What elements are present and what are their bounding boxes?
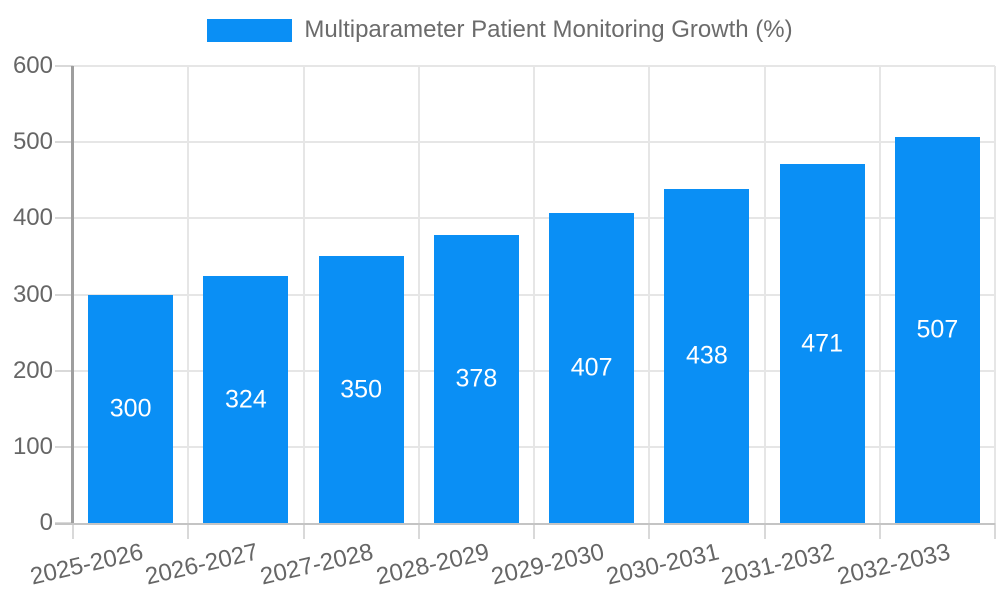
y-tick-label: 500 xyxy=(12,128,53,156)
gridline-vertical xyxy=(417,66,420,523)
bar-value-label: 438 xyxy=(686,341,728,370)
legend-label: Multiparameter Patient Monitoring Growth… xyxy=(304,16,793,43)
y-tick-mark xyxy=(55,141,73,144)
x-tick-mark xyxy=(878,523,881,539)
x-tick-mark xyxy=(72,523,74,539)
y-tick-label: 100 xyxy=(12,432,53,460)
x-tick-label: 2025-2026 xyxy=(27,538,146,591)
gridline-vertical xyxy=(763,66,766,523)
x-tick-label: 2030-2031 xyxy=(603,538,722,591)
x-tick-label: 2026-2027 xyxy=(142,538,261,591)
bar[interactable] xyxy=(88,294,174,523)
y-tick-label: 400 xyxy=(12,204,53,232)
bar[interactable] xyxy=(203,276,289,523)
y-tick-mark xyxy=(55,65,73,67)
bar[interactable] xyxy=(549,213,635,523)
bar-value-label: 378 xyxy=(455,364,498,393)
y-tick-label: 300 xyxy=(12,280,53,308)
x-tick-mark xyxy=(302,523,305,539)
gridline-vertical xyxy=(648,66,651,523)
x-tick-label: 2032-2033 xyxy=(834,538,953,591)
y-tick-label: 200 xyxy=(12,356,53,384)
bar[interactable] xyxy=(433,235,519,523)
x-tick-mark xyxy=(533,523,535,539)
bar-value-label: 507 xyxy=(916,315,959,344)
bar-value-label: 407 xyxy=(570,353,613,382)
bar-value-label: 324 xyxy=(225,385,267,414)
gridline-vertical xyxy=(994,66,996,523)
gridline-vertical xyxy=(533,66,535,523)
legend-swatch xyxy=(207,18,293,42)
y-tick-mark xyxy=(55,369,73,372)
x-tick-mark xyxy=(994,523,996,539)
bar[interactable] xyxy=(894,136,980,523)
y-tick-label: 600 xyxy=(12,52,53,79)
x-tick-mark xyxy=(187,523,190,539)
x-tick-label: 2027-2028 xyxy=(258,538,377,591)
y-tick-mark xyxy=(55,217,73,220)
legend-item[interactable]: Multiparameter Patient Monitoring Growth… xyxy=(0,16,1000,44)
gridline-vertical xyxy=(878,66,881,523)
x-tick-label: 2031-2032 xyxy=(719,538,838,591)
x-tick-label: 2029-2030 xyxy=(488,538,607,591)
y-tick-mark xyxy=(55,445,73,448)
bar-value-label: 471 xyxy=(801,329,843,358)
bar-value-label: 350 xyxy=(340,375,382,404)
x-tick-label: 2028-2029 xyxy=(373,538,492,591)
gridline-vertical xyxy=(302,66,305,523)
x-tick-mark xyxy=(417,523,420,539)
bar-value-label: 300 xyxy=(109,394,152,423)
x-tick-mark xyxy=(648,523,651,539)
x-tick-mark xyxy=(763,523,766,539)
bar[interactable] xyxy=(318,256,404,523)
bar[interactable] xyxy=(779,164,865,523)
y-axis-line xyxy=(71,66,74,523)
x-axis-line xyxy=(55,523,995,525)
y-tick-label: 0 xyxy=(39,509,53,536)
bar[interactable] xyxy=(664,189,750,523)
y-tick-mark xyxy=(55,293,73,296)
gridline-vertical xyxy=(187,66,190,523)
